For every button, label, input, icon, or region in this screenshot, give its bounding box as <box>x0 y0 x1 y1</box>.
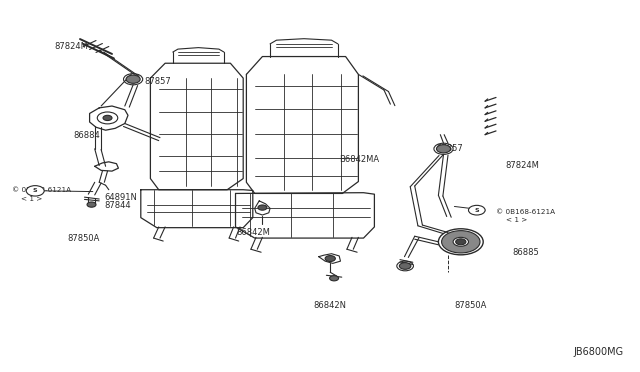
Text: 87857: 87857 <box>144 77 171 86</box>
Text: S: S <box>33 188 38 193</box>
Text: 87824M: 87824M <box>54 42 88 51</box>
Text: 86842M: 86842M <box>237 228 271 237</box>
Text: 86884: 86884 <box>74 131 100 140</box>
Text: JB6800MG: JB6800MG <box>574 347 624 357</box>
Circle shape <box>453 237 468 246</box>
Text: B6842MA: B6842MA <box>339 155 380 164</box>
Circle shape <box>103 115 112 121</box>
Text: 87850A: 87850A <box>454 301 487 310</box>
Circle shape <box>436 145 451 153</box>
Circle shape <box>468 205 485 215</box>
Circle shape <box>456 239 466 245</box>
Text: 87857: 87857 <box>436 144 463 153</box>
Text: 87850A: 87850A <box>67 234 100 243</box>
Circle shape <box>399 263 411 269</box>
Circle shape <box>442 231 480 253</box>
Circle shape <box>258 205 267 210</box>
Text: © 0B168-6121A: © 0B168-6121A <box>12 187 70 193</box>
Text: < 1 >: < 1 > <box>21 196 42 202</box>
Text: S: S <box>474 208 479 213</box>
Text: 64891N: 64891N <box>104 193 137 202</box>
Circle shape <box>87 202 96 207</box>
Text: < 1 >: < 1 > <box>506 217 527 223</box>
Text: 86885: 86885 <box>512 248 539 257</box>
Circle shape <box>126 75 140 83</box>
Text: 87824M: 87824M <box>506 161 540 170</box>
Circle shape <box>325 256 335 262</box>
Text: © 0B168-6121A: © 0B168-6121A <box>496 209 555 215</box>
Text: 87844: 87844 <box>104 201 131 210</box>
Circle shape <box>26 186 44 196</box>
Text: 86842N: 86842N <box>314 301 347 310</box>
Circle shape <box>330 276 339 281</box>
